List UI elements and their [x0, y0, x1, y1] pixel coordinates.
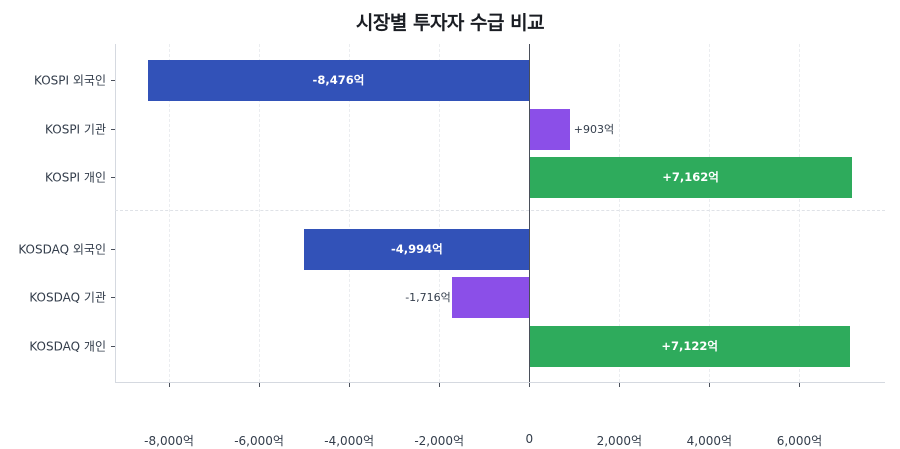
x-tick-mark	[439, 383, 441, 387]
y-tick-mark	[111, 80, 115, 81]
bar-6	[529, 325, 850, 367]
x-tick-label: 6,000억	[776, 434, 823, 448]
bar-value-label: -8,476억	[312, 73, 365, 87]
y-axis-spine	[115, 44, 116, 382]
bar-value-label: +903억	[573, 123, 615, 136]
bar-value-label: +7,162억	[662, 170, 719, 184]
x-tick-label: 0	[525, 432, 534, 446]
y-category-label: KOSDAQ 기관	[29, 290, 106, 305]
chart-title: 시장별 투자자 수급 비교	[355, 12, 545, 34]
x-tick-label: -6,000억	[234, 434, 284, 448]
x-tick-label: 2,000억	[596, 434, 643, 448]
x-tick-mark	[169, 383, 171, 387]
x-tick-label: -4,000억	[324, 434, 375, 448]
y-tick-mark	[111, 297, 115, 298]
bar-value-label: -1,716억	[405, 291, 451, 304]
bar-5	[451, 276, 530, 318]
y-category-label: KOSPI 개인	[45, 170, 106, 185]
y-category-label: KOSDAQ 외국인	[18, 242, 106, 257]
zero-line	[528, 44, 531, 382]
x-tick-label: -8,000억	[144, 434, 194, 448]
x-axis-spine	[115, 382, 885, 383]
y-tick-mark	[111, 249, 115, 250]
vertical-gridline	[169, 44, 171, 382]
market-separator-line	[115, 210, 885, 211]
y-tick-mark	[111, 177, 115, 178]
y-category-label: KOSPI 외국인	[34, 73, 106, 88]
vertical-gridline	[709, 44, 711, 382]
x-tick-mark	[529, 383, 531, 387]
plot-area: -8,476억 +903억 +7,162억 -4,994억 -1,716억 +7,122억…	[18, 44, 885, 448]
x-tick-mark	[259, 383, 261, 387]
x-tick-mark	[799, 383, 801, 387]
y-category-label: KOSDAQ 개인	[29, 339, 106, 354]
vertical-gridline	[799, 44, 801, 382]
bar-4	[304, 228, 530, 270]
y-tick-mark	[111, 346, 115, 347]
bar-2	[529, 108, 570, 150]
y-tick-mark	[111, 129, 115, 130]
y-category-label: KOSPI 기관	[45, 122, 106, 137]
bar-3	[529, 156, 852, 198]
x-tick-label: -2,000억	[414, 434, 465, 448]
vertical-gridline	[439, 44, 441, 382]
x-tick-label: 4,000억	[686, 434, 733, 448]
x-tick-mark	[619, 383, 621, 387]
vertical-gridline	[619, 44, 621, 382]
vertical-gridline	[259, 44, 261, 382]
bar-value-label: -4,994억	[390, 242, 443, 256]
x-tick-mark	[349, 383, 351, 387]
vertical-gridline	[349, 44, 351, 382]
bar-1	[147, 59, 530, 101]
bar-value-label: +7,122억	[661, 339, 718, 353]
x-tick-mark	[709, 383, 711, 387]
